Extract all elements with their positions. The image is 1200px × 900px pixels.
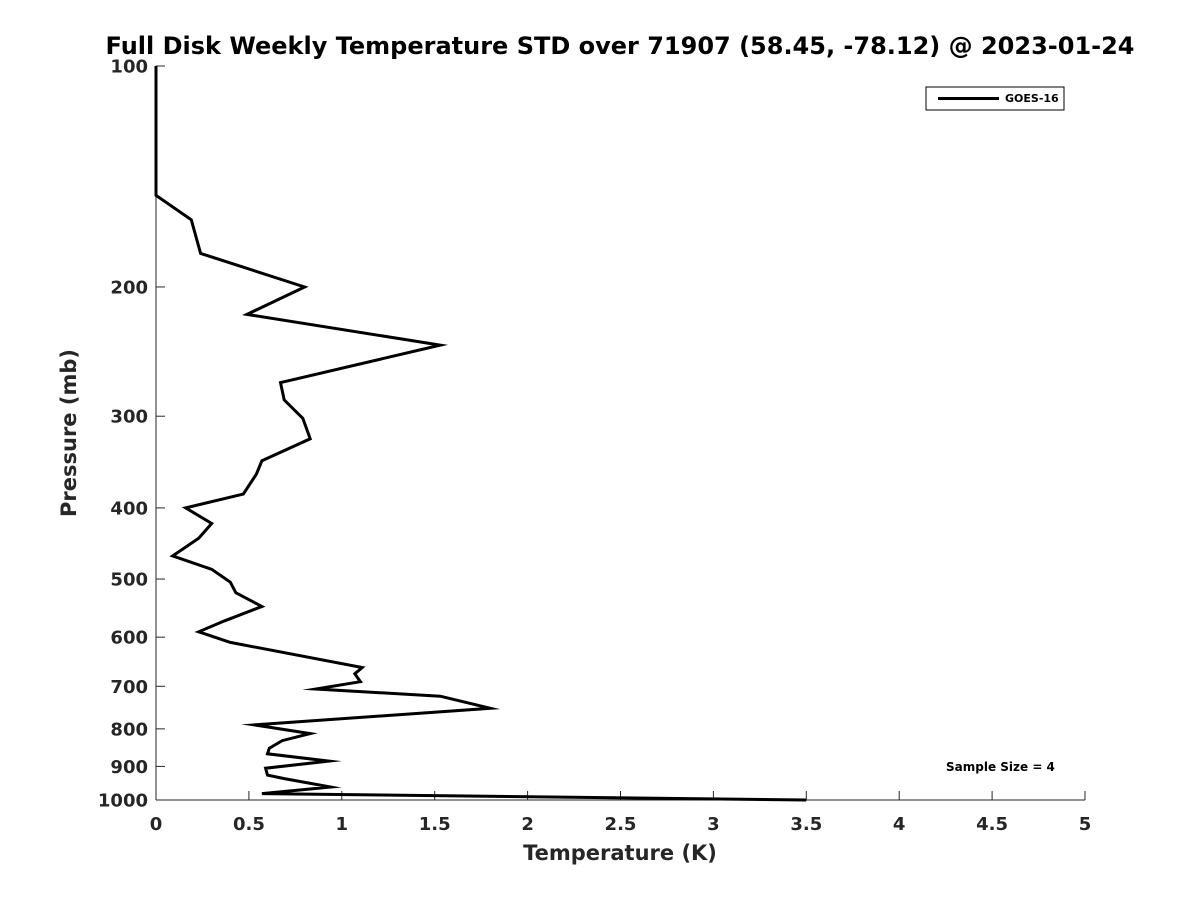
x-tick-label: 2 [521, 814, 534, 835]
plot-area: 0 0.5 1 1.5 2 2.5 3 3.5 4 4.5 5 100 200 300 400 500 600 7… [98, 57, 1091, 836]
x-tick-label: 1 [336, 814, 349, 835]
x-tick-label: 5 [1079, 814, 1092, 835]
y-tick-label: 300 [110, 407, 148, 428]
y-tick-label: 1000 [98, 791, 148, 812]
x-tick-label: 3.5 [790, 814, 822, 835]
y-tick-label: 500 [110, 570, 148, 591]
x-axis-label: Temperature (K) [523, 841, 717, 865]
x-tick-label: 0.5 [233, 814, 265, 835]
y-tick-label: 100 [110, 57, 148, 78]
y-tick-label: 900 [110, 757, 148, 778]
legend: GOES-16 [925, 86, 1065, 111]
x-tick-label: 2.5 [605, 814, 637, 835]
chart-title: Full Disk Weekly Temperature STD over 71… [106, 32, 1135, 60]
y-axis-label: Pressure (mb) [57, 349, 81, 517]
x-tick-label: 3 [707, 814, 720, 835]
y-tick-label: 600 [110, 628, 148, 649]
sample-size-annotation: Sample Size = 4 [946, 760, 1055, 774]
x-tick-label: 4.5 [976, 814, 1008, 835]
x-tick-label: 1.5 [419, 814, 451, 835]
y-tick-label: 200 [110, 277, 148, 298]
series-line-goes-16 [154, 66, 807, 802]
y-tick-label: 800 [110, 719, 148, 740]
y-tick-label: 700 [110, 677, 148, 698]
legend-label-goes-16: GOES-16 [1005, 92, 1059, 105]
y-tick-label: 400 [110, 498, 148, 519]
x-tick-label: 0 [150, 814, 163, 835]
x-tick-label: 4 [893, 814, 906, 835]
